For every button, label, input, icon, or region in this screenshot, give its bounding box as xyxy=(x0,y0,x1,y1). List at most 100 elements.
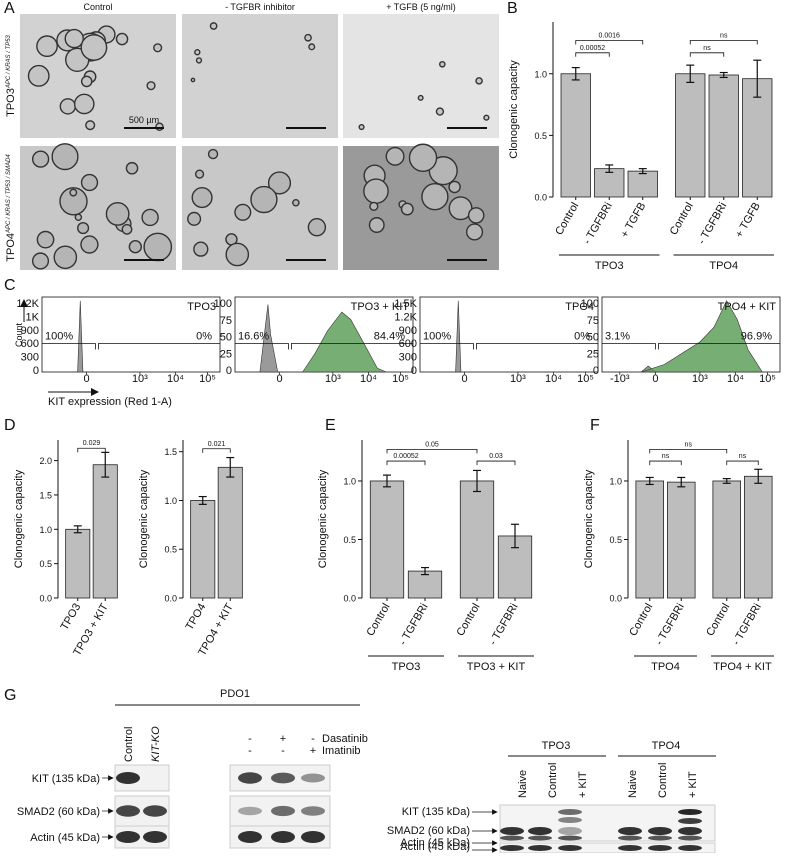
organoid xyxy=(439,60,446,68)
y-tick-label: 600 xyxy=(21,338,39,350)
organoid xyxy=(408,143,438,173)
organoid xyxy=(36,230,55,249)
y-axis-label: Clonogenic capacity xyxy=(138,469,150,568)
blot-band xyxy=(648,835,672,841)
group-label: TPO3 xyxy=(392,661,421,673)
histogram-title: TPO3 + KIT xyxy=(351,301,410,313)
row-label: SMAD2 (60 kDa) xyxy=(387,825,470,837)
treatment-sign: - xyxy=(311,733,315,745)
organoid xyxy=(194,49,201,56)
bar xyxy=(560,73,591,198)
treatment-sign: - xyxy=(248,733,252,745)
error-bar xyxy=(101,451,110,478)
panel-letter: F xyxy=(590,417,600,434)
y-tick-label: 50 xyxy=(587,332,599,344)
y-tick-label: 1.2K xyxy=(394,311,417,323)
significance-bracket xyxy=(649,448,728,454)
bar xyxy=(666,481,696,599)
bar xyxy=(369,480,405,599)
blot-band xyxy=(116,805,140,817)
histogram-curve xyxy=(455,300,462,373)
organoid xyxy=(417,94,424,101)
gate-percent: 100% xyxy=(423,331,451,343)
x-tick-label: 10⁴ xyxy=(727,373,744,385)
panel-letter: C xyxy=(4,277,16,294)
organoid xyxy=(80,173,99,192)
y-tick-label: 100 xyxy=(214,298,232,310)
x-tick-label: 10⁴ xyxy=(545,373,562,385)
organoid xyxy=(31,150,50,168)
blot-band xyxy=(618,845,642,851)
bar xyxy=(407,570,443,599)
x-tick-label: 10⁵ xyxy=(199,373,216,385)
blot-band xyxy=(558,817,582,823)
blot-band xyxy=(271,772,295,784)
organoid xyxy=(363,178,389,205)
error-bar xyxy=(473,469,481,493)
blot-band xyxy=(500,827,524,835)
group-label: TPO4 + KIT xyxy=(713,661,772,673)
organoid xyxy=(27,64,50,87)
organoid xyxy=(250,185,278,214)
x-tick-label: 0 xyxy=(83,373,89,385)
row-label: Actin (45 kDa) xyxy=(30,832,100,844)
organoid xyxy=(191,187,213,209)
x-tick-label: Control xyxy=(454,602,482,639)
significance-bracket xyxy=(649,460,682,466)
organoid xyxy=(421,183,449,211)
error-bar xyxy=(511,523,519,549)
significance-bracket xyxy=(476,460,516,466)
histogram-curve xyxy=(77,300,84,373)
lane-label: Control xyxy=(123,727,135,762)
panel-letter: A xyxy=(4,0,15,17)
x-tick-label: 10⁴ xyxy=(360,373,377,385)
blot-band xyxy=(678,835,702,841)
micrograph xyxy=(343,14,499,138)
blot-band xyxy=(648,827,672,835)
organoid xyxy=(59,98,77,115)
y-tick-label: 1K xyxy=(26,311,40,323)
organoid xyxy=(80,34,108,61)
bar xyxy=(92,464,118,599)
organoid xyxy=(465,223,484,241)
histogram-title: TPO3 xyxy=(187,301,216,313)
blot-band xyxy=(528,835,552,841)
error-bar xyxy=(638,168,647,175)
y-tick-label: 0 xyxy=(33,365,39,377)
bar xyxy=(743,475,773,599)
blot-band xyxy=(238,831,262,843)
gate-percent: 84.4% xyxy=(374,331,405,343)
organoid xyxy=(428,156,458,186)
organoid xyxy=(195,57,203,64)
y-tick-label: 0.0 xyxy=(534,193,547,203)
organoid xyxy=(307,218,327,237)
treatment-name: Dasatinib xyxy=(322,733,368,745)
significance-bracket xyxy=(202,448,231,453)
organoid xyxy=(225,242,250,267)
y-tick-label: 1.5 xyxy=(39,490,52,500)
organoid xyxy=(77,222,90,235)
x-tick-label: Control xyxy=(668,201,696,238)
y-tick-label: 100 xyxy=(581,298,599,310)
x-tick-label: Control xyxy=(704,602,732,639)
significance-label: 0.021 xyxy=(208,441,226,448)
y-tick-label: 300 xyxy=(21,352,39,364)
gate-line xyxy=(235,343,413,350)
x-tick-label: TPO3 xyxy=(59,602,84,633)
blot-band xyxy=(301,831,325,843)
significance-bracket xyxy=(386,460,426,466)
y-axis-label: Clonogenic capacity xyxy=(583,469,595,568)
column-title: + TGFB (5 ng/ml) xyxy=(386,2,456,12)
bar xyxy=(190,500,216,599)
error-bar xyxy=(677,476,686,488)
gate-percent: 96.9% xyxy=(741,331,772,343)
bar xyxy=(217,466,243,599)
blot-band xyxy=(238,806,262,816)
organoid xyxy=(141,208,159,227)
organoid xyxy=(53,245,78,270)
blot-band xyxy=(558,827,582,835)
panel-letter: G xyxy=(4,687,16,704)
lane-label: + KIT xyxy=(577,771,589,798)
organoid xyxy=(308,43,316,51)
row-genotype: APC / KRAS / TP53 xyxy=(6,34,12,89)
